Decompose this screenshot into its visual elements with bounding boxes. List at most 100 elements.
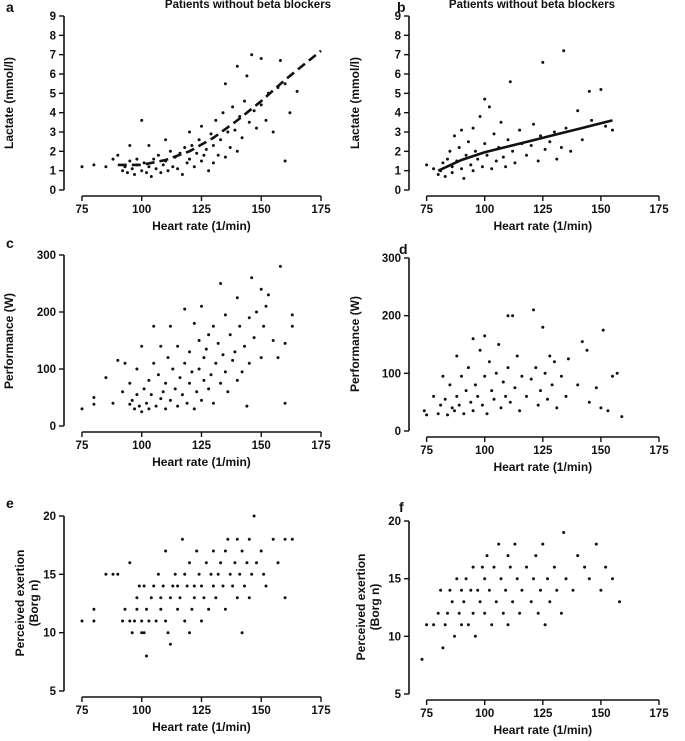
panel-label: f — [399, 499, 404, 515]
data-point — [111, 157, 115, 161]
y-tick-label: 100 — [382, 368, 401, 380]
data-point — [420, 657, 424, 661]
x-tick-label: 125 — [192, 705, 212, 717]
data-point — [245, 561, 249, 565]
data-point — [532, 122, 535, 126]
panel-label: b — [397, 0, 406, 15]
data-point — [457, 146, 461, 149]
data-point — [601, 328, 605, 332]
data-point — [204, 347, 208, 351]
y-axis-title-line-1: Perceived exertion — [354, 554, 368, 661]
data-point — [499, 577, 503, 581]
data-point — [152, 324, 156, 328]
data-point — [92, 402, 96, 406]
data-point — [483, 334, 487, 338]
x-axis-title: Heart rate (1/min) — [493, 723, 592, 737]
data-point — [152, 584, 156, 588]
data-point — [432, 394, 436, 398]
chart-title: Patients without beta blockers — [449, 0, 615, 11]
data-point — [555, 157, 559, 161]
data-point — [214, 361, 218, 365]
data-point — [290, 324, 294, 328]
data-point — [214, 118, 218, 122]
data-point — [145, 654, 148, 658]
data-point — [480, 565, 484, 569]
data-point — [455, 577, 459, 581]
panel-label: d — [399, 241, 408, 257]
data-point — [476, 588, 480, 592]
data-point — [211, 401, 215, 405]
data-point — [492, 397, 496, 401]
data-point — [487, 588, 491, 592]
data-point — [590, 118, 594, 122]
data-point — [192, 596, 196, 600]
data-point — [283, 159, 287, 163]
data-point — [513, 161, 517, 165]
data-point — [480, 403, 484, 407]
data-point — [564, 126, 568, 130]
data-point — [518, 409, 522, 413]
data-point — [576, 383, 580, 387]
data-point — [580, 138, 584, 142]
x-tick-label: 100 — [132, 204, 151, 216]
data-point — [130, 398, 134, 402]
data-point — [446, 413, 449, 417]
data-point — [240, 370, 244, 374]
data-point — [550, 383, 554, 387]
data-point — [180, 537, 184, 541]
data-point — [164, 407, 168, 411]
data-points — [425, 49, 614, 180]
x-tick-label: 150 — [591, 445, 610, 457]
data-point — [209, 373, 213, 377]
data-point — [594, 542, 598, 546]
data-point — [92, 607, 96, 611]
panel-c: 75 100 125 150 175 0 100 200 300 Heart rate (1/mi… — [2, 235, 331, 469]
y-axis-title: Lactate (mmol/l) — [348, 57, 362, 149]
y-axis-title-line-1: Perceived exertion — [13, 550, 27, 657]
data-point — [137, 404, 141, 408]
x-tick-label: 75 — [420, 445, 433, 457]
data-point — [92, 396, 96, 399]
data-point — [506, 138, 510, 142]
data-point — [536, 611, 540, 615]
data-point — [159, 607, 163, 611]
data-point — [123, 607, 127, 611]
x-axis-title: Heart rate (1/min) — [152, 720, 251, 734]
data-point — [425, 163, 429, 167]
data-point — [140, 118, 144, 122]
x-axis-title: Heart rate (1/min) — [152, 219, 251, 233]
data-point — [164, 549, 168, 553]
data-point — [128, 159, 132, 163]
data-point — [511, 600, 515, 604]
data-point — [176, 167, 180, 171]
data-point — [587, 89, 591, 93]
data-point — [161, 390, 165, 394]
data-point — [448, 149, 452, 153]
x-tick-label: 100 — [132, 705, 151, 717]
data-point — [235, 64, 239, 68]
x-tick-label: 175 — [649, 708, 669, 720]
data-point — [137, 584, 141, 588]
data-point — [457, 611, 461, 615]
y-axis-title: Lactate (mmol/l) — [2, 57, 16, 149]
data-point — [283, 537, 287, 541]
data-point — [161, 584, 165, 588]
y-tick-label: 3 — [50, 127, 56, 139]
data-points — [80, 264, 294, 414]
x-tick-label: 125 — [533, 204, 553, 216]
data-point — [140, 410, 144, 414]
data-point — [166, 631, 170, 635]
x-tick-label: 150 — [591, 708, 610, 720]
data-point — [539, 588, 542, 592]
y-tick-label: 5 — [395, 88, 402, 100]
data-point — [432, 623, 436, 627]
data-point — [252, 514, 256, 518]
y-tick-label: 5 — [50, 88, 57, 100]
data-point — [520, 374, 524, 378]
x-tick-label: 150 — [591, 204, 610, 216]
data-point — [439, 588, 443, 592]
data-point — [541, 542, 545, 546]
data-point — [485, 554, 489, 558]
data-point — [116, 358, 120, 362]
data-point — [159, 171, 163, 175]
